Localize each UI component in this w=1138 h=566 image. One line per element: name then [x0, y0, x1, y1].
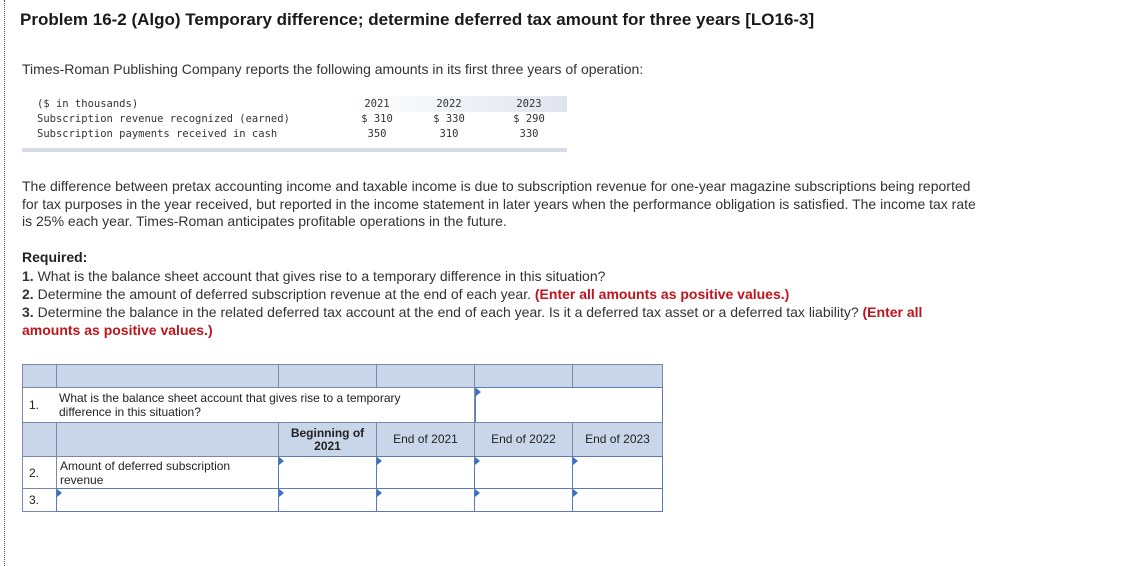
input-marker-icon: [476, 388, 481, 396]
year-2023: 2023: [516, 98, 542, 110]
item-note: (Enter all amounts as positive values.): [22, 304, 923, 338]
table-row: Subscription payments received in cash 3…: [22, 128, 567, 143]
item-text: Determine the amount of deferred subscri…: [37, 286, 531, 302]
col-header-beginning-2021: Beginning of 2021: [278, 422, 377, 457]
deferred-revenue-end-2021-input[interactable]: [376, 456, 475, 489]
deferred-tax-end-2022-input[interactable]: [474, 488, 573, 512]
input-marker-icon: [279, 457, 284, 465]
grid-header-blank: [376, 364, 475, 388]
problem-title: Problem 16-2 (Algo) Temporary difference…: [20, 10, 815, 29]
row-value: $ 310: [361, 113, 393, 125]
row-label: Subscription payments received in cash: [37, 128, 278, 140]
grid-header-blank: [56, 364, 279, 388]
input-marker-icon: [475, 457, 480, 465]
row-value: 310: [439, 128, 459, 140]
question-1-text: What is the balance sheet account that g…: [59, 391, 401, 419]
row-number-cell: 3.: [22, 488, 57, 512]
item-text: What is the balance sheet account that g…: [37, 268, 606, 284]
row-value: $ 330: [433, 113, 465, 125]
row-value: $ 290: [513, 113, 545, 125]
item-number: 2.: [22, 286, 34, 302]
input-marker-icon: [279, 489, 284, 497]
row-number-cell: 2.: [22, 456, 57, 489]
problem-frame: [4, 0, 1133, 566]
unit-label: ($ in thousands): [37, 98, 139, 110]
col-header-end-2022: End of 2022: [474, 422, 573, 457]
row-2-label: Amount of deferred subscription revenue: [60, 459, 231, 487]
input-marker-icon: [573, 489, 578, 497]
row-number-cell: 1.: [22, 387, 57, 423]
required-heading: Required:: [22, 249, 88, 265]
data-table: ($ in thousands) 2021 2022 2023 Subscrip…: [22, 96, 567, 154]
year-2021: 2021: [364, 98, 390, 110]
row-label: Subscription revenue recognized (earned): [37, 113, 290, 125]
data-table-header-row: ($ in thousands) 2021 2022 2023: [22, 98, 567, 113]
description-paragraph: The difference between pretax accounting…: [22, 178, 976, 229]
input-marker-icon: [57, 489, 62, 497]
deferred-tax-account-select[interactable]: [56, 488, 279, 512]
question-1-cell: What is the balance sheet account that g…: [56, 387, 475, 423]
item-number: 1.: [22, 268, 34, 284]
row-number: 2.: [29, 465, 40, 480]
year-2022: 2022: [436, 98, 462, 110]
row-number: 3.: [29, 493, 40, 507]
deferred-tax-end-2021-input[interactable]: [376, 488, 475, 512]
input-marker-icon: [573, 457, 578, 465]
item-note: (Enter all amounts as positive values.): [534, 286, 790, 302]
col-header-end-2021: End of 2021: [376, 422, 475, 457]
required-item-2: 2. Determine the amount of deferred subs…: [22, 285, 982, 303]
grid-header-blank: [22, 364, 57, 388]
grid-header-blank: [572, 364, 663, 388]
row-number: 1.: [29, 398, 40, 412]
row-value: 330: [519, 128, 539, 140]
col-header-end-2023: End of 2023: [572, 422, 663, 457]
input-marker-icon: [475, 489, 480, 497]
grid-header-blank: [56, 422, 279, 457]
deferred-revenue-end-2022-input[interactable]: [474, 456, 573, 489]
data-table-header-bar: [22, 96, 567, 112]
row-value: 350: [367, 128, 387, 140]
grid-header-blank: [474, 364, 573, 388]
input-marker-icon: [377, 489, 382, 497]
answer-grid: 1. What is the balance sheet account tha…: [22, 364, 663, 514]
deferred-tax-beginning-2021-input[interactable]: [278, 488, 377, 512]
table-row: Subscription revenue recognized (earned)…: [22, 113, 567, 128]
deferred-tax-end-2023-input[interactable]: [572, 488, 663, 512]
deferred-revenue-end-2023-input[interactable]: [572, 456, 663, 489]
required-list: 1. What is the balance sheet account tha…: [22, 267, 982, 339]
answer-1-input[interactable]: [475, 387, 663, 423]
item-number: 3.: [22, 304, 34, 320]
deferred-revenue-beginning-2021-input[interactable]: [278, 456, 377, 489]
required-item-1: 1. What is the balance sheet account tha…: [22, 267, 982, 285]
input-marker-icon: [377, 457, 382, 465]
row-2-label-cell: Amount of deferred subscription revenue: [56, 456, 279, 489]
item-text: Determine the balance in the related def…: [37, 304, 859, 320]
intro-text: Times-Roman Publishing Company reports t…: [22, 61, 644, 77]
required-item-3: 3. Determine the balance in the related …: [22, 303, 982, 339]
grid-header-blank: [278, 364, 377, 388]
data-table-footer-bar: [22, 148, 567, 152]
grid-header-blank: [22, 422, 57, 457]
